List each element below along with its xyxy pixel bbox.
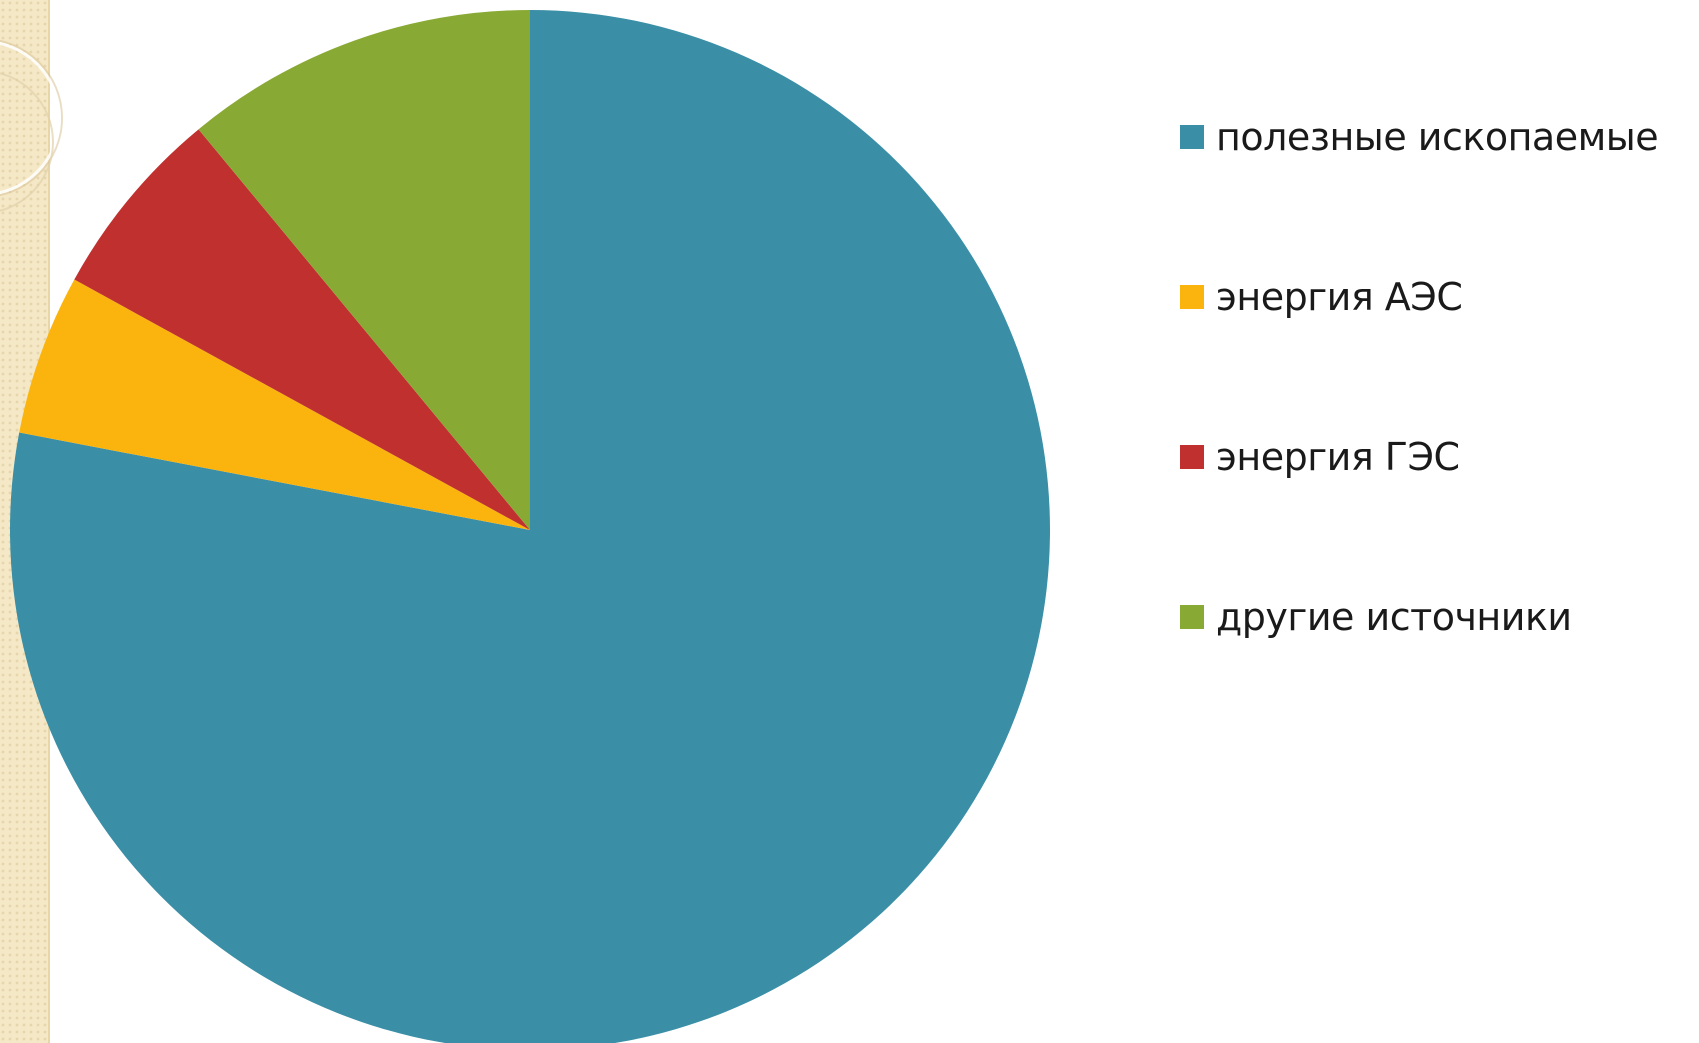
legend-label: другие источники <box>1216 595 1572 639</box>
legend-label: полезные ископаемые <box>1216 115 1659 159</box>
legend-swatch <box>1180 445 1204 469</box>
pie-slice <box>10 10 1050 1043</box>
pie-slice <box>74 129 530 530</box>
legend-item: энергия ГЭС <box>1180 432 1658 482</box>
legend-swatch <box>1180 605 1204 629</box>
legend-swatch <box>1180 125 1204 149</box>
legend-swatch <box>1180 285 1204 309</box>
legend: полезные ископаемые энергия АЭС энергия … <box>1180 112 1659 752</box>
pie-slice <box>19 279 530 530</box>
pie-slice <box>198 10 530 530</box>
legend-item: энергия АЭС <box>1180 272 1658 322</box>
legend-item: полезные ископаемые <box>1180 112 1659 162</box>
legend-label: энергия АЭС <box>1216 275 1463 319</box>
legend-label: энергия ГЭС <box>1216 435 1460 479</box>
legend-item: другие источники <box>1180 592 1658 642</box>
